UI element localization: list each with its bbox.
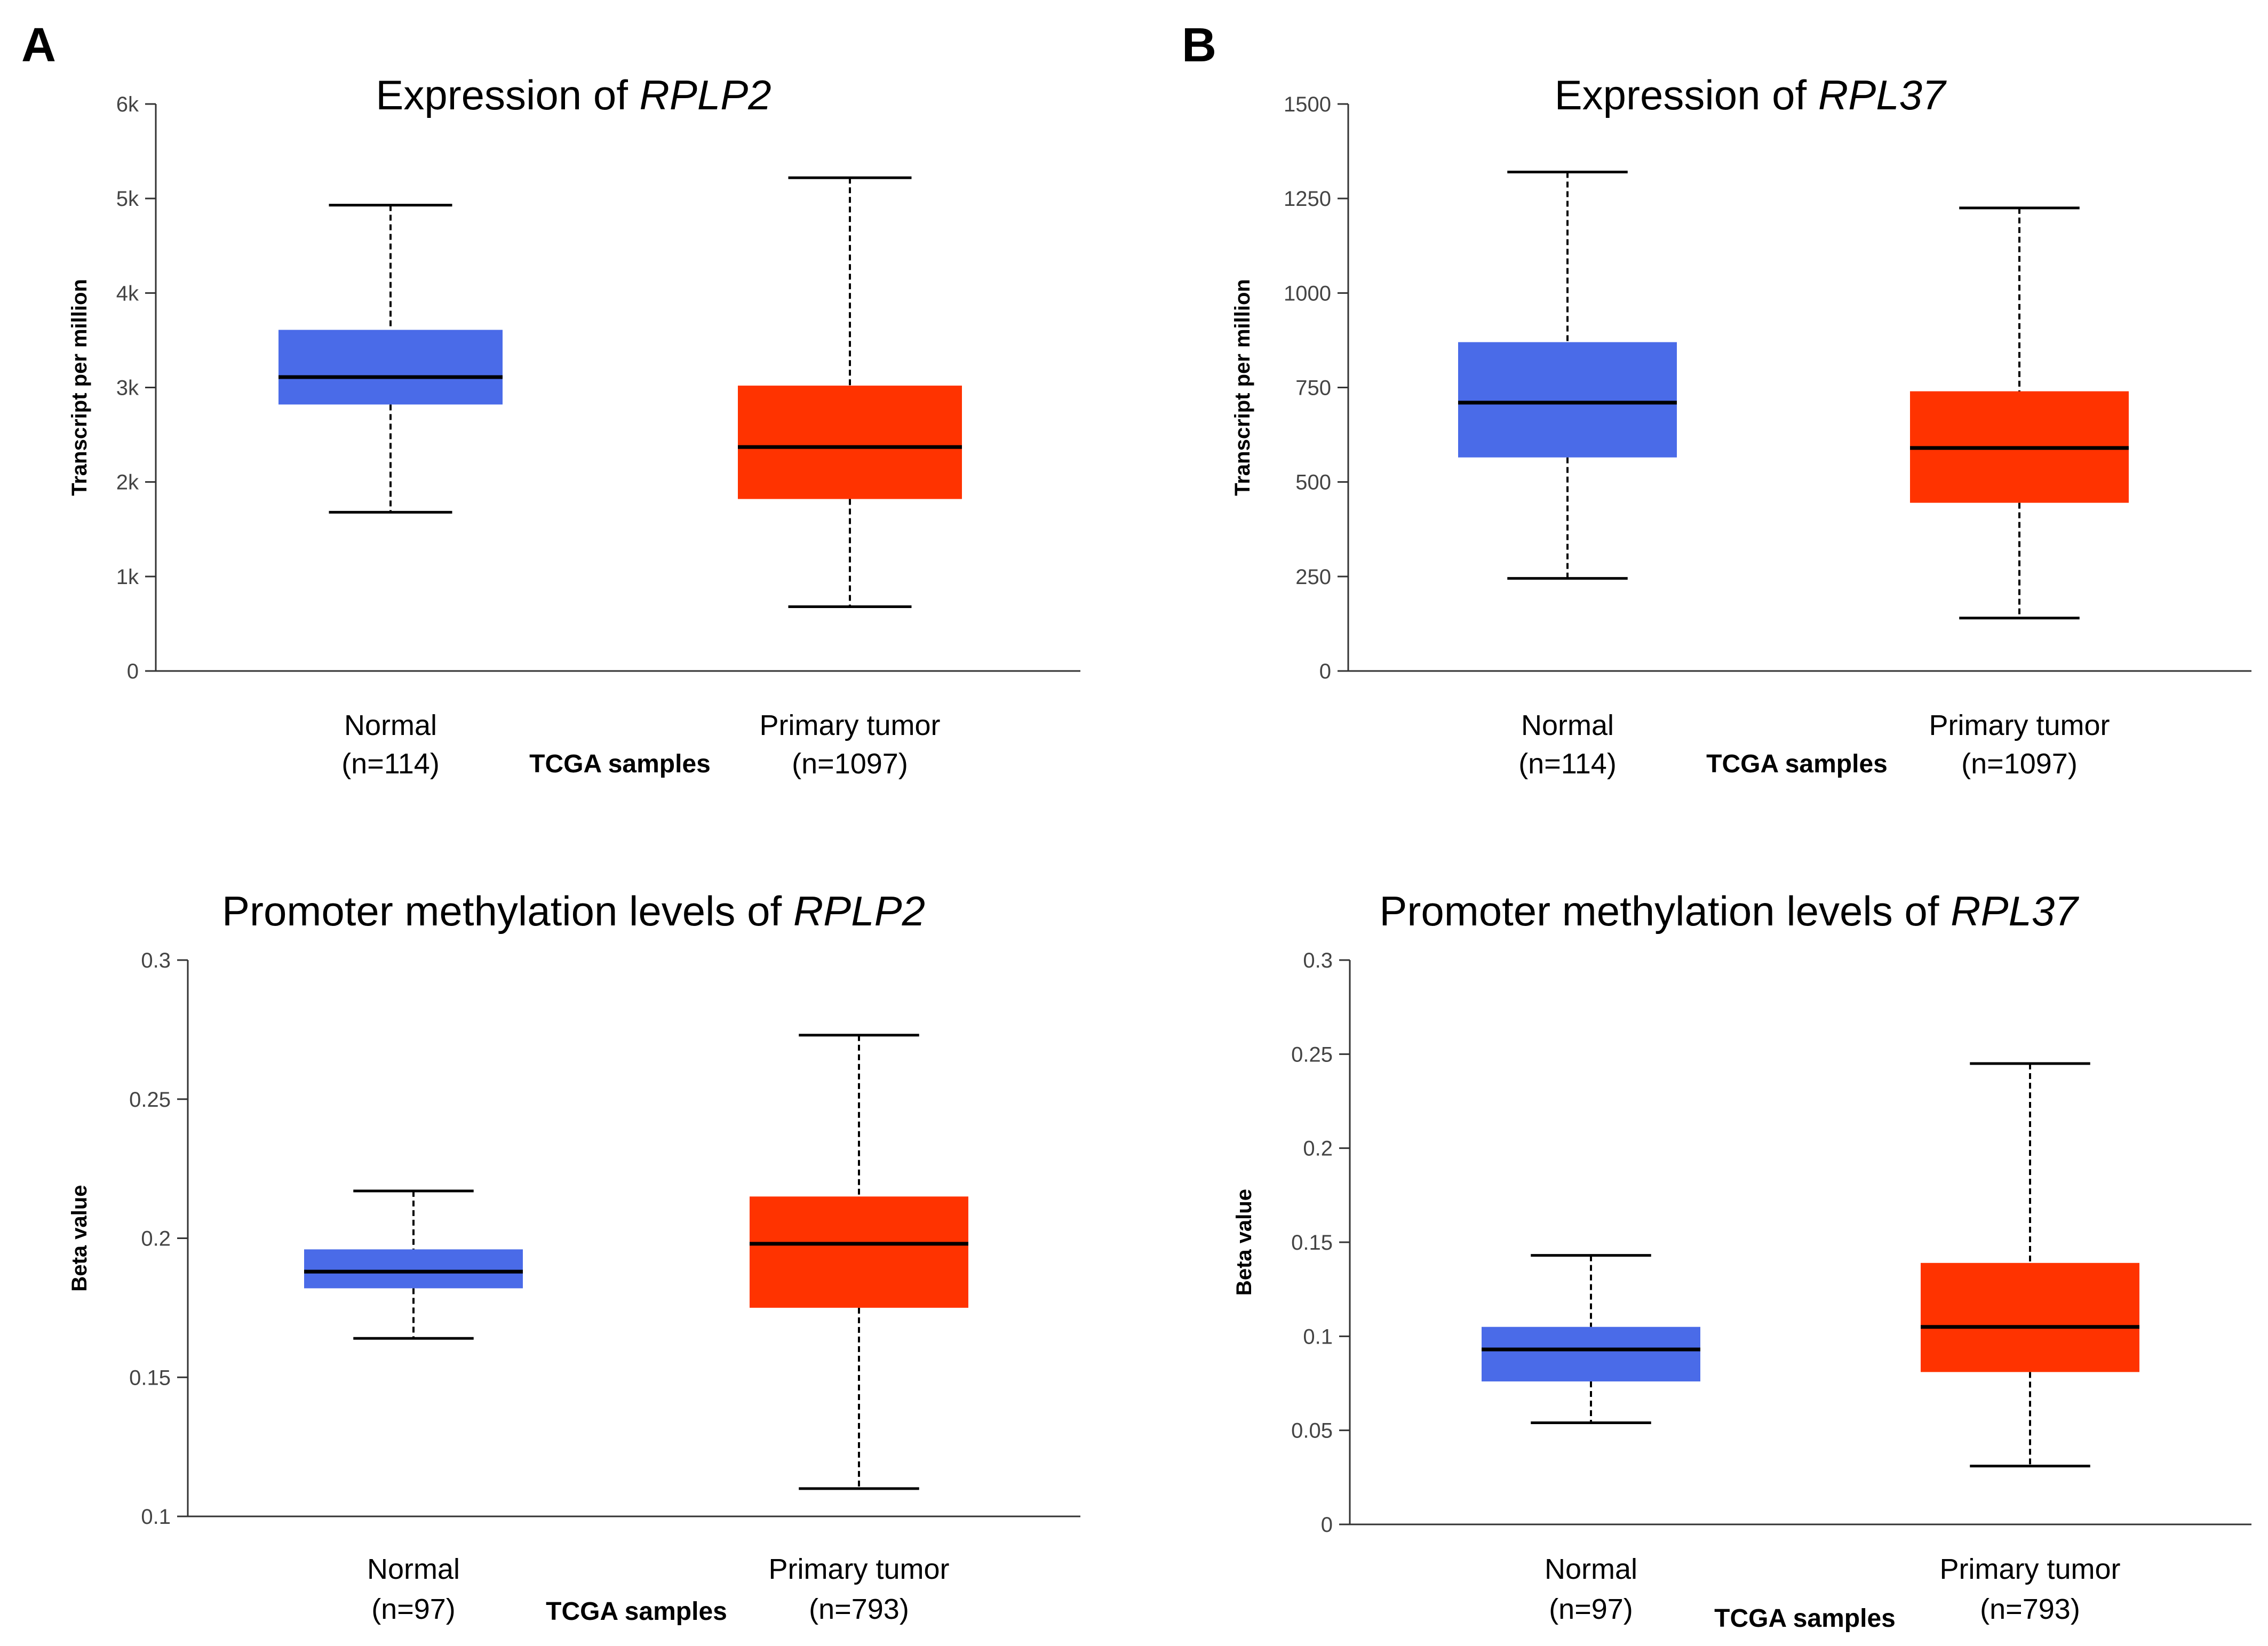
chart-title-prefix: Expression of [1555, 71, 1818, 118]
y-tick-label: 1500 [1284, 93, 1331, 116]
category-n-label: (n=97) [1549, 1593, 1633, 1625]
iqr-box [738, 385, 962, 499]
y-tick-label: 0 [1319, 660, 1331, 683]
iqr-box [750, 1196, 968, 1308]
chart-2: Expression of RPL37 0 250 500 750 1000 1250 150… [1231, 71, 2251, 780]
chart-title: Expression of RPLP2 [376, 71, 771, 118]
category-label: Normal [1545, 1553, 1637, 1585]
iqr-box [1482, 1327, 1700, 1381]
y-axis-label: Beta value [68, 1185, 91, 1291]
iqr-box [278, 330, 503, 405]
charts-container: Expression of RPLP2 0 1k 2k 3k 4k 5k 6k Transcri… [68, 71, 2251, 1633]
box-primary-tumor [1910, 206, 2129, 620]
category-n-label: (n=1097) [792, 748, 908, 780]
y-tick-label: 250 [1295, 565, 1331, 589]
box-normal [1458, 171, 1677, 580]
chart-title-gene: RPL37 [1951, 888, 2079, 934]
y-tick-label: 0.1 [141, 1505, 171, 1529]
x-axis-label: TCGA samples [1714, 1604, 1896, 1633]
box-normal [304, 1189, 523, 1340]
category-label: Primary tumor [1929, 709, 2110, 741]
y-axis-label: Transcript per million [68, 279, 91, 496]
y-tick-label: 0 [1321, 1513, 1333, 1537]
category-n-label: (n=793) [1980, 1593, 2080, 1625]
chart-1: Expression of RPLP2 0 1k 2k 3k 4k 5k 6k Transcri… [68, 71, 1080, 780]
category-n-label: (n=97) [371, 1593, 456, 1625]
box-primary-tumor [750, 1034, 968, 1490]
chart-title-gene: RPL37 [1818, 71, 1947, 118]
box-normal [1482, 1254, 1700, 1425]
y-tick-label: 0.05 [1291, 1419, 1333, 1443]
category-label: Normal [1521, 709, 1614, 741]
chart-4: Promoter methylation levels of RPL37 0 0.0… [1232, 888, 2251, 1633]
y-tick-label: 0.15 [129, 1366, 171, 1389]
y-tick-label: 0.25 [1291, 1043, 1333, 1066]
y-tick-label: 0.3 [1303, 949, 1333, 972]
category-n-label: (n=114) [341, 748, 440, 780]
category-label: Normal [344, 709, 437, 741]
y-tick-label: 3k [116, 377, 139, 400]
chart-title-prefix: Promoter methylation levels of [222, 888, 793, 934]
y-tick-label: 750 [1295, 377, 1331, 400]
y-tick-label: 0.3 [141, 949, 171, 972]
y-tick-label: 5k [116, 187, 139, 211]
chart-title-prefix: Expression of [376, 71, 639, 118]
category-n-label: (n=114) [1518, 748, 1617, 780]
iqr-box [1458, 342, 1677, 458]
y-tick-label: 500 [1295, 471, 1331, 494]
chart-3: Promoter methylation levels of RPLP2 0.1 0… [68, 888, 1080, 1626]
y-tick-label: 2k [116, 471, 139, 494]
y-tick-label: 0 [127, 660, 139, 683]
y-tick-label: 0.25 [129, 1088, 171, 1112]
chart-title: Promoter methylation levels of RPL37 [1379, 888, 2079, 934]
x-axis-label: TCGA samples [529, 750, 711, 778]
category-n-label: (n=1097) [1961, 748, 2078, 780]
x-axis-label: TCGA samples [1706, 750, 1888, 778]
y-tick-label: 0.15 [1291, 1231, 1333, 1255]
chart-title: Expression of RPL37 [1555, 71, 1947, 118]
y-tick-label: 0.2 [141, 1227, 171, 1251]
chart-title-gene: RPLP2 [640, 71, 771, 118]
category-label: Primary tumor [759, 709, 940, 741]
y-tick-label: 0.1 [1303, 1325, 1333, 1348]
y-tick-label: 0.2 [1303, 1137, 1333, 1161]
y-tick-label: 1250 [1284, 187, 1331, 211]
x-axis-label: TCGA samples [546, 1597, 727, 1626]
category-n-label: (n=793) [809, 1593, 909, 1625]
y-axis-label: Transcript per million [1231, 279, 1254, 496]
y-tick-label: 1000 [1284, 282, 1331, 305]
panel-letter-b: B [1182, 19, 1216, 72]
y-tick-label: 4k [116, 282, 139, 305]
category-label: Primary tumor [768, 1553, 949, 1585]
chart-title-gene: RPLP2 [793, 888, 925, 934]
y-tick-label: 6k [116, 93, 139, 116]
iqr-box [304, 1249, 523, 1289]
iqr-box [1921, 1263, 2139, 1372]
category-label: Normal [367, 1553, 460, 1585]
box-normal [278, 204, 503, 514]
y-tick-label: 1k [116, 565, 139, 589]
box-primary-tumor [738, 176, 962, 609]
category-label: Primary tumor [1939, 1553, 2120, 1585]
panel-letter-a: A [21, 19, 56, 72]
chart-title-prefix: Promoter methylation levels of [1379, 888, 1951, 934]
chart-title: Promoter methylation levels of RPLP2 [222, 888, 925, 934]
y-axis-label: Beta value [1232, 1189, 1256, 1296]
box-primary-tumor [1921, 1062, 2139, 1468]
